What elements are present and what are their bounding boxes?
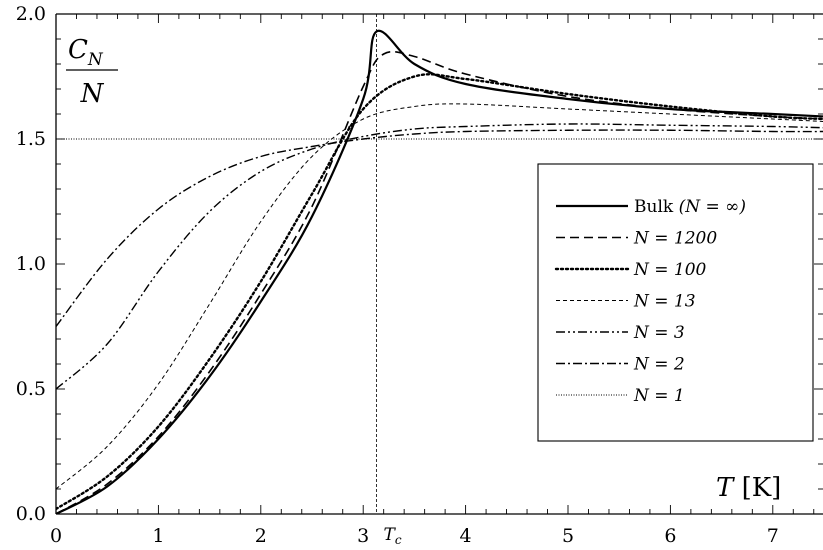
legend-label-main-0: Bulk <box>634 197 679 217</box>
series-line-3 <box>56 103 823 490</box>
y-tick-label: 1.5 <box>16 128 46 150</box>
series-line-1 <box>56 50 823 514</box>
legend-label-math-3: N = 13 <box>633 292 696 312</box>
y-tick-label: 2.0 <box>16 3 46 25</box>
legend-label-0: Bulk (N = ∞) <box>634 197 746 217</box>
legend-label-math-1: N = 1200 <box>633 229 717 249</box>
series-line-5 <box>56 129 823 327</box>
legend-label-3: N = 13 <box>633 292 696 312</box>
tc-label-main: T <box>384 525 397 545</box>
y-tick-label: 0.0 <box>16 503 46 525</box>
legend-label-math-4: N = 3 <box>633 323 685 343</box>
x-tick-label: 6 <box>664 525 676 547</box>
legend-label-2: N = 100 <box>633 260 707 280</box>
y-axis-label-denominator: N <box>80 79 105 109</box>
y-axis-label-numerator-main: C <box>68 35 88 65</box>
y-tick-label: 0.5 <box>16 378 46 400</box>
tc-label-sub: c <box>395 533 402 547</box>
x-tick-label: 7 <box>767 525 779 547</box>
y-tick-label: 1.0 <box>16 253 46 275</box>
y-axis-label-numerator: CN <box>68 35 104 70</box>
legend-label-math-2: N = 100 <box>633 260 707 280</box>
x-tick-label: 4 <box>460 525 472 547</box>
x-tick-label: 1 <box>152 525 164 547</box>
legend-label-1: N = 1200 <box>633 229 717 249</box>
x-tick-label: 3 <box>357 525 369 547</box>
legend-label-math-5: N = 2 <box>633 355 685 375</box>
legend-label-6: N = 1 <box>633 386 685 406</box>
legend-label-5: N = 2 <box>633 355 685 375</box>
x-axis-label-unit: [K] <box>733 473 781 503</box>
x-axis-label: T [K] <box>716 473 781 503</box>
legend-label-4: N = 3 <box>633 323 685 343</box>
tc-label: Tc <box>384 525 402 547</box>
legend-label-math-6: N = 1 <box>633 386 685 406</box>
x-tick-label: 5 <box>562 525 574 547</box>
x-tick-label: 0 <box>50 525 62 547</box>
series-line-4 <box>56 123 823 390</box>
y-axis-label-numerator-sub: N <box>87 50 104 70</box>
x-axis-label-var: T <box>716 473 735 503</box>
legend-label-math-0: (N = ∞) <box>679 197 746 217</box>
x-tick-label: 2 <box>255 525 267 547</box>
series-line-2 <box>56 73 823 511</box>
